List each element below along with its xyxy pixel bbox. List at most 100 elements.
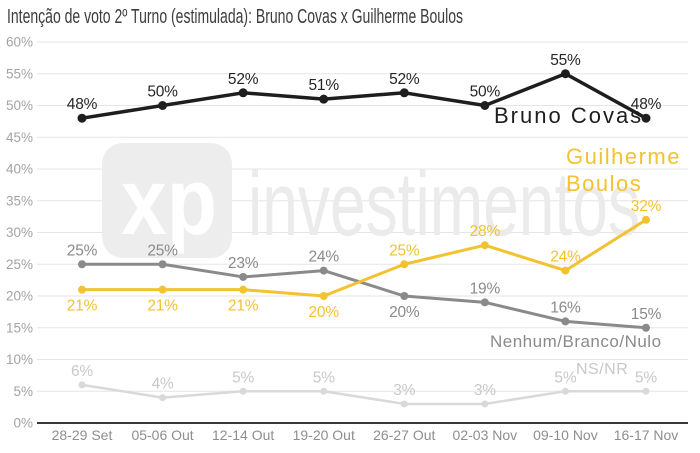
xp-logo-text: xp xyxy=(121,149,217,255)
series-line-bruno-covas xyxy=(81,72,647,120)
data-label: 15% xyxy=(631,306,662,323)
x-axis-label: 05-06 Out xyxy=(131,427,193,443)
y-tick-label: 45% xyxy=(6,130,33,145)
data-label: 4% xyxy=(152,376,174,393)
data-label: 52% xyxy=(389,71,420,88)
data-point xyxy=(560,69,570,79)
data-label: 5% xyxy=(635,369,657,386)
y-tick-label: 0% xyxy=(13,416,33,431)
data-label: 5% xyxy=(313,369,335,386)
data-label: 48% xyxy=(67,96,98,113)
data-label: 32% xyxy=(631,198,662,215)
data-point xyxy=(642,323,650,332)
data-label: 24% xyxy=(308,249,339,266)
x-axis-label: 02-03 Nov xyxy=(453,427,518,443)
data-point xyxy=(642,387,650,395)
data-label: 55% xyxy=(550,52,581,69)
data-point xyxy=(319,94,329,104)
watermark-name-text: investimentos xyxy=(248,155,640,255)
data-point xyxy=(78,285,86,294)
data-label: 51% xyxy=(308,77,339,94)
data-label: 25% xyxy=(147,242,178,259)
data-point xyxy=(78,260,86,269)
series-line-nenhum-branco-nulo xyxy=(82,262,647,330)
data-point xyxy=(239,387,247,395)
data-label: 6% xyxy=(71,363,93,380)
data-label: 50% xyxy=(147,84,178,101)
data-point xyxy=(77,113,87,123)
data-point xyxy=(158,101,168,110)
data-label: 3% xyxy=(393,382,415,399)
data-point xyxy=(561,387,569,395)
x-axis-label: 09-10 Nov xyxy=(533,427,598,443)
data-label: 5% xyxy=(554,369,576,386)
y-tick-label: 15% xyxy=(6,320,33,335)
data-point xyxy=(158,260,167,269)
y-tick-label: 10% xyxy=(6,352,33,367)
data-point xyxy=(641,113,651,123)
data-label: 48% xyxy=(631,96,662,113)
xp-logo-badge xyxy=(102,143,232,258)
series-label-guilherme: Guilherme xyxy=(566,144,681,169)
data-point xyxy=(481,400,489,408)
data-label: 5% xyxy=(232,369,254,386)
data-point xyxy=(480,298,489,307)
data-point xyxy=(319,266,328,275)
data-label: 25% xyxy=(389,242,420,259)
y-tick-label: 25% xyxy=(6,257,33,272)
data-point xyxy=(319,292,328,300)
data-point xyxy=(480,241,489,250)
x-axis-label: 12-14 Out xyxy=(212,427,274,443)
data-point xyxy=(400,260,409,269)
series-line-guilherme-boulos xyxy=(82,218,647,298)
series-label-bruno-covas: Bruno Covas xyxy=(494,103,643,128)
data-label: 20% xyxy=(308,304,339,321)
chart-title: Intenção de voto 2º Turno (estimulada): … xyxy=(7,6,463,28)
series-label-nenhum-branco-nulo: Nenhum/Branco/Nulo xyxy=(490,332,662,351)
data-label: 24% xyxy=(550,249,581,266)
data-point xyxy=(561,317,570,326)
xp-watermark: xp investimentos xyxy=(102,143,640,258)
labels-layer: 6% 4% 5% 5% 3% 3% 5% 5% 25% 25% 23% 24% 20% 19% 16% 15%… xyxy=(67,52,681,399)
data-point xyxy=(642,215,650,224)
data-label: 19% xyxy=(470,280,501,297)
y-tick-label: 55% xyxy=(6,66,33,81)
y-tick-label: 5% xyxy=(13,384,33,399)
data-point xyxy=(400,400,408,408)
data-point xyxy=(238,88,248,98)
y-tick-label: 30% xyxy=(6,225,33,240)
data-label: 52% xyxy=(228,71,259,88)
x-axis-label: 28-29 Set xyxy=(52,427,113,443)
data-label: 25% xyxy=(67,242,98,259)
data-label: 28% xyxy=(470,223,501,240)
x-axis-label: 19-20 Out xyxy=(293,427,355,443)
data-label: 20% xyxy=(389,304,420,321)
y-tick-label: 60% xyxy=(6,35,33,50)
data-point xyxy=(561,266,570,275)
data-point xyxy=(480,101,490,110)
data-label: 50% xyxy=(470,84,501,101)
data-point xyxy=(159,394,167,402)
data-point xyxy=(400,292,409,300)
data-point xyxy=(239,285,248,294)
data-label: 21% xyxy=(147,298,178,315)
data-point xyxy=(320,387,328,395)
data-point xyxy=(239,272,248,281)
y-tick-label: 35% xyxy=(6,193,33,208)
data-label: 21% xyxy=(228,298,259,315)
y-tick-label: 20% xyxy=(6,289,33,304)
series-label-boulos: Boulos xyxy=(566,171,642,196)
data-point xyxy=(399,88,409,98)
series-line-ns-nr xyxy=(81,383,646,406)
series-layer xyxy=(77,69,651,408)
x-axis-label: 16-17 Nov xyxy=(614,427,679,443)
data-point xyxy=(158,285,167,294)
y-tick-label: 50% xyxy=(6,98,33,113)
x-axis-label: 26-27 Out xyxy=(373,427,435,443)
data-point xyxy=(78,381,86,389)
y-tick-label: 40% xyxy=(6,162,33,177)
data-label: 21% xyxy=(67,298,98,315)
data-label: 3% xyxy=(474,382,496,399)
